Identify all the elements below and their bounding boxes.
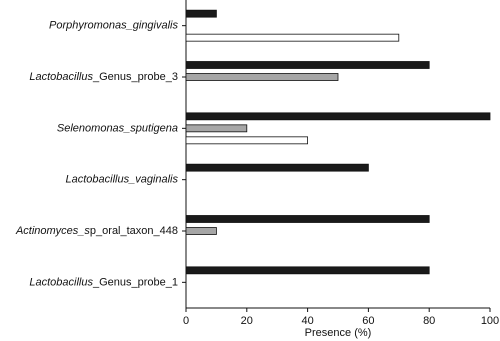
label-part: Lactobacillus_vaginalis <box>65 174 178 186</box>
bar <box>185 215 430 223</box>
x-tick-label: 40 <box>301 315 313 327</box>
y-tick-label: Actinomyces_sp_oral_taxon_448 <box>15 225 178 237</box>
y-tick-label: Lactobacillus_Genus_probe_3 <box>29 71 178 83</box>
x-tick-label: 100 <box>481 315 499 327</box>
label-part: Lactobacillus <box>29 276 93 288</box>
y-tick-label: Porphyromonas_gingivalis <box>49 20 179 32</box>
bar <box>185 112 491 121</box>
bar <box>185 33 400 42</box>
label-part: Selenomonas_sputigena <box>57 122 178 134</box>
bar <box>185 61 430 69</box>
label-part: Lactobacillus <box>29 71 93 83</box>
x-axis-label: Presence (%) <box>305 327 372 339</box>
bar <box>185 163 369 172</box>
label-part: Actinomyces_s <box>15 225 90 237</box>
x-tick-label: 80 <box>423 315 435 327</box>
label-part: Porphyromonas_gingivalis <box>49 20 179 32</box>
label-part: _Genus_probe_3 <box>92 71 178 83</box>
bar <box>185 9 217 18</box>
y-tick-label: Lactobacillus_vaginalis <box>65 174 178 186</box>
bar <box>185 266 430 275</box>
x-tick-label: 20 <box>241 315 253 327</box>
bar <box>185 124 248 133</box>
y-tick-label: Selenomonas_sputigena <box>57 122 178 134</box>
bar <box>185 73 339 81</box>
bar <box>185 227 217 235</box>
bar <box>185 136 308 145</box>
x-tick-label: 0 <box>183 315 189 327</box>
label-part: _Genus_probe_1 <box>92 276 178 288</box>
label-part: p_oral_taxon_448 <box>90 225 178 237</box>
x-tick-label: 60 <box>362 315 374 327</box>
y-tick-label: Lactobacillus_Genus_probe_1 <box>29 276 178 288</box>
